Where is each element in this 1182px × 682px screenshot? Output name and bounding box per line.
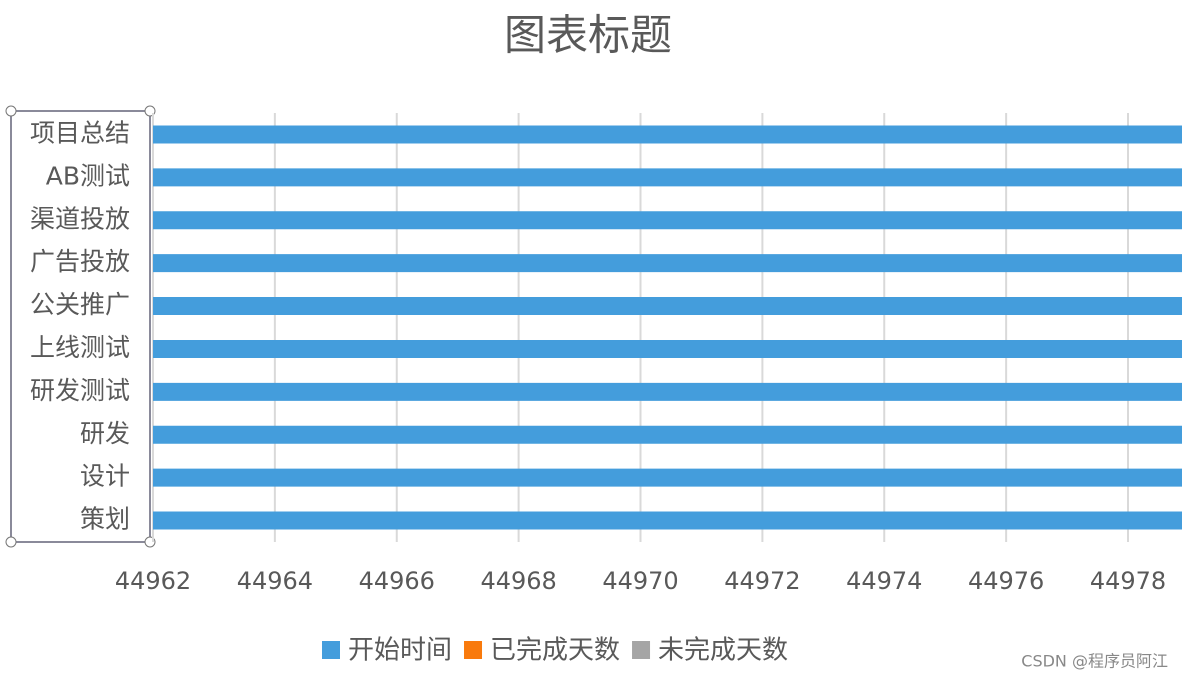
legend-swatch (322, 641, 340, 659)
bar-segment (153, 468, 1182, 487)
y-tick-label: 公关推广 (30, 290, 130, 319)
bar-segment (153, 297, 1182, 316)
selection-box (10, 110, 151, 543)
legend-label: 未完成天数 (658, 636, 788, 666)
bar-segment (153, 382, 1182, 401)
y-tick-label: 设计 (80, 462, 130, 491)
x-tick-label: 44968 (480, 567, 556, 595)
y-tick-label: 策划 (80, 505, 130, 534)
bar-segment (153, 339, 1182, 358)
y-tick-label: 项目总结 (30, 118, 130, 147)
bar-segment (153, 425, 1182, 444)
x-tick-label: 44978 (1090, 567, 1166, 595)
bar-segment (153, 168, 1182, 187)
y-tick-label: 上线测试 (30, 333, 130, 362)
bar-segment (153, 254, 1182, 273)
x-tick-label: 44966 (359, 567, 435, 595)
bar-segment (153, 511, 1182, 530)
x-tick-label: 44970 (602, 567, 678, 595)
legend-swatch (632, 641, 651, 659)
y-tick-label: 广告投放 (30, 247, 130, 276)
y-tick-label: 渠道投放 (30, 204, 130, 233)
legend-label: 开始时间 (348, 636, 452, 666)
x-tick-label: 44972 (724, 567, 800, 595)
legend-label: 已完成天数 (490, 636, 620, 666)
x-tick-label: 44964 (237, 567, 313, 595)
x-tick-label: 44974 (846, 567, 922, 595)
legend-swatch (464, 641, 483, 659)
watermark: CSDN @程序员阿江 (1021, 652, 1168, 671)
x-tick-label: 44962 (115, 567, 191, 595)
bar-segment (153, 211, 1182, 230)
y-tick-label: AB测试 (46, 161, 130, 190)
y-tick-label: 研发测试 (30, 376, 130, 405)
handle (5, 105, 17, 117)
chart-title: 图表标题 (504, 11, 672, 60)
x-tick-label: 44976 (968, 567, 1044, 595)
handle (5, 536, 17, 548)
bar-segment (153, 125, 1182, 144)
y-tick-label: 研发 (80, 419, 130, 448)
